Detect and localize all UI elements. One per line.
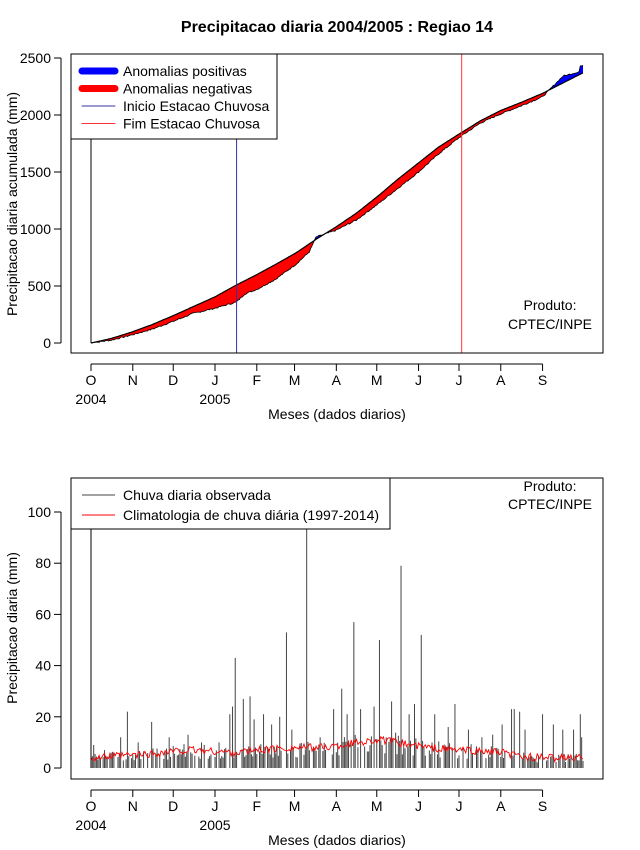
legend-entry-label: Anomalias positivas — [123, 63, 247, 79]
climatology-cumulative-line — [90, 72, 584, 344]
x-year-label: 2004 — [75, 817, 106, 833]
annotation2-line-1: Produto: — [524, 478, 577, 494]
legend-2: Chuva diaria observada Climatologia de ch… — [70, 477, 391, 530]
x-year-label: 2005 — [199, 391, 230, 407]
x-tick-label: M — [371, 798, 383, 814]
x-year-label: 2004 — [75, 391, 106, 407]
legend-entry-label-2: Chuva diaria observada — [123, 487, 271, 503]
x-tick-label: J — [212, 798, 219, 814]
legend: Anomalias positivas Anomalias negativasIn… — [70, 53, 278, 140]
legend-entry-label: Fim Estacao Chuvosa — [123, 116, 260, 132]
x-tick-label: M — [371, 372, 383, 388]
annotation2-line-2: CPTEC/INPE — [508, 496, 592, 512]
x-tick-label: J — [455, 372, 462, 388]
climatology-daily-line — [90, 735, 584, 764]
x-tick-label: D — [168, 372, 178, 388]
x-tick-label: O — [86, 372, 97, 388]
x-tick-label: N — [128, 798, 138, 814]
x-year-label: 2005 — [199, 817, 230, 833]
legend-box-2 — [70, 477, 391, 530]
y-tick-label: 100 — [28, 504, 52, 520]
x-tick-label: A — [332, 798, 342, 814]
x-tick-label: J — [212, 372, 219, 388]
x-tick-label: M — [289, 372, 301, 388]
y-tick-label: 0 — [43, 335, 51, 351]
legend-entry-label: Inicio Estacao Chuvosa — [123, 98, 270, 114]
x-axis: O N D J F M A M J J A S 2004 2005 — [75, 363, 547, 407]
observed-cumulative-line — [90, 65, 584, 344]
climatology-line-layer — [90, 735, 584, 764]
cumulative-precip-chart: Precipitacao diaria 2004/2005 : Regiao 1… — [4, 19, 604, 422]
legend-entry-label-2: Climatologia de chuva diária (1997-2014) — [123, 507, 379, 523]
y-tick-label: 1500 — [20, 164, 51, 180]
y-tick-label: 0 — [43, 760, 51, 776]
y-tick-label: 60 — [35, 606, 51, 622]
cumulative-area-layer — [90, 54, 584, 353]
x-tick-label: S — [538, 372, 547, 388]
legend-entry-label: Anomalias negativas — [123, 81, 252, 97]
x-tick-label: J — [415, 798, 422, 814]
x-tick-label: N — [128, 372, 138, 388]
y-tick-label: 40 — [35, 658, 51, 674]
x-tick-label: D — [168, 798, 178, 814]
x-tick-label: F — [253, 798, 262, 814]
y-axis-label-2: Precipitacao diaria (mm) — [4, 552, 20, 704]
annotation-line-1: Produto: — [524, 297, 577, 313]
daily-bars-layer — [90, 478, 584, 768]
y-tick-label: 1000 — [20, 221, 51, 237]
x-tick-label: M — [289, 798, 301, 814]
positive-anomaly-area — [549, 65, 583, 90]
x-tick-label: F — [253, 372, 262, 388]
negative-anomaly-area — [92, 239, 315, 343]
x-axis-label: Meses (dados diarios) — [268, 406, 406, 422]
y-tick-label: 2500 — [20, 50, 51, 66]
y-tick-label: 20 — [35, 709, 51, 725]
annotation-line-2: CPTEC/INPE — [508, 316, 592, 332]
y-axis-2: 0 20 40 60 80 100 — [28, 504, 92, 776]
y-tick-label: 80 — [35, 555, 51, 571]
x-axis-label-2: Meses (dados diarios) — [268, 832, 406, 848]
y-tick-label: 2000 — [20, 107, 51, 123]
plot-frame — [70, 53, 604, 354]
x-tick-label: A — [332, 372, 342, 388]
x-tick-label: A — [496, 798, 506, 814]
y-tick-label: 500 — [28, 278, 52, 294]
x-tick-label: S — [538, 798, 547, 814]
x-tick-label: O — [86, 798, 97, 814]
chart-title: Precipitacao diaria 2004/2005 : Regiao 1… — [181, 19, 493, 36]
daily-precip-chart: 0 20 40 60 80 100 O N D J F M A M J J A S 2004 2005 Meses … — [4, 477, 604, 848]
x-tick-label: A — [496, 372, 506, 388]
negative-anomaly-area — [326, 89, 550, 233]
x-tick-label: J — [415, 372, 422, 388]
y-axis: 0 500 1000 1500 2000 2500 — [20, 50, 92, 351]
x-tick-label: J — [455, 798, 462, 814]
x-axis-2: O N D J F M A M J J A S 2004 2005 — [75, 789, 547, 833]
y-axis-label: Precipitacao diaria acumulada (mm) — [4, 92, 20, 316]
